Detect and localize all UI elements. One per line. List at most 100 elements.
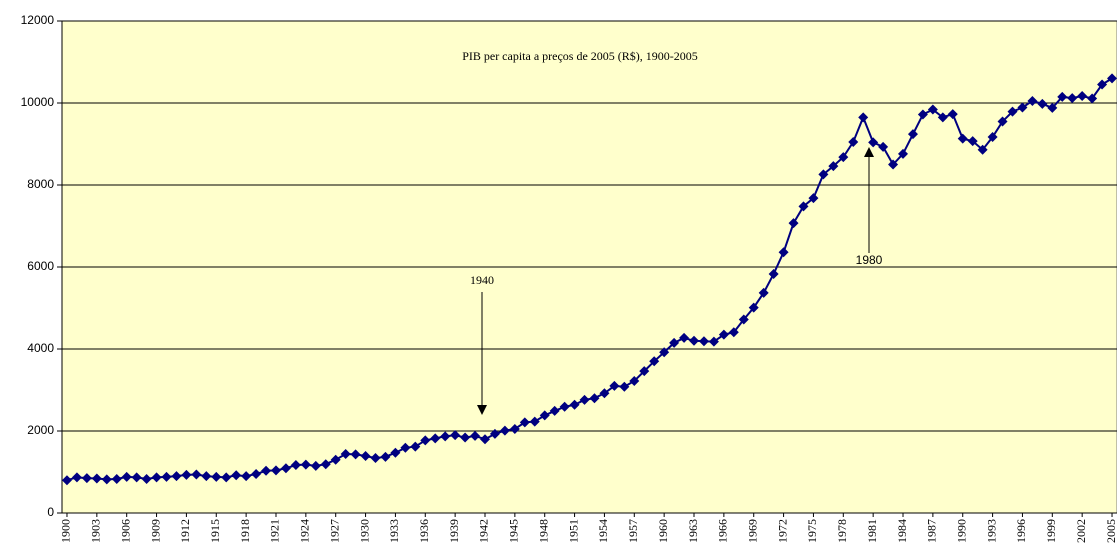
data-point	[599, 388, 610, 399]
x-tick-label: 1996	[1014, 519, 1028, 543]
x-tick-label: 1945	[507, 519, 521, 543]
data-point	[261, 465, 272, 476]
data-point	[878, 141, 889, 152]
x-tick-label: 1903	[89, 519, 103, 543]
data-point	[1007, 106, 1018, 117]
x-tick-label: 1906	[118, 519, 132, 543]
data-point	[927, 104, 938, 115]
data-point	[679, 332, 690, 343]
data-point	[111, 473, 122, 484]
data-point	[589, 393, 600, 404]
x-tick-label: 1978	[835, 519, 849, 543]
data-point	[330, 454, 341, 465]
data-point	[619, 381, 630, 392]
data-point	[201, 471, 212, 482]
data-point	[997, 116, 1008, 127]
data-point	[1057, 91, 1068, 102]
x-tick-label: 1954	[596, 519, 610, 543]
x-tick-label: 1963	[686, 519, 700, 543]
x-tick-label: 1960	[656, 519, 670, 543]
data-point	[1027, 95, 1038, 106]
data-point	[489, 428, 500, 439]
x-tick-label: 1927	[327, 519, 341, 543]
data-point	[907, 129, 918, 140]
data-point	[728, 327, 739, 338]
data-point	[549, 405, 560, 416]
y-tick-label: 0	[47, 505, 54, 519]
data-point	[529, 416, 540, 427]
data-point	[778, 247, 789, 258]
x-tick-label: 1993	[984, 519, 998, 543]
data-point	[161, 471, 172, 482]
data-point	[380, 451, 391, 462]
data-point	[708, 336, 719, 347]
data-point	[181, 469, 192, 480]
x-tick-label: 2002	[1074, 519, 1088, 543]
x-tick-label: 1912	[178, 519, 192, 543]
data-point	[499, 425, 510, 436]
y-tick-label: 8000	[27, 177, 54, 191]
data-point	[350, 449, 361, 460]
data-point	[898, 148, 909, 159]
x-tick-label: 1969	[745, 519, 759, 543]
data-point	[579, 394, 590, 405]
x-tick-label: 1951	[566, 519, 580, 543]
data-point	[1077, 91, 1088, 102]
data-point	[251, 469, 262, 480]
data-point	[340, 448, 351, 459]
data-point	[71, 472, 82, 483]
data-point	[818, 169, 829, 180]
x-tick-label: 1966	[716, 519, 730, 543]
data-point	[450, 430, 461, 441]
data-point	[609, 380, 620, 391]
data-point	[659, 347, 670, 358]
data-point	[151, 472, 162, 483]
data-point	[460, 432, 471, 443]
x-tick-label: 1939	[447, 519, 461, 543]
x-tick-label: 1930	[357, 519, 371, 543]
data-point	[141, 473, 152, 484]
data-point	[270, 465, 281, 476]
data-point	[131, 472, 142, 483]
data-point	[649, 356, 660, 367]
x-tick-label: 1975	[805, 519, 819, 543]
data-point	[519, 417, 530, 428]
data-point	[539, 410, 550, 421]
data-point	[310, 460, 321, 471]
data-point	[479, 434, 490, 445]
data-point	[848, 136, 859, 147]
data-point	[1067, 93, 1078, 104]
data-point	[838, 152, 849, 163]
data-point	[440, 431, 451, 442]
data-point	[957, 133, 968, 144]
data-point	[868, 137, 879, 148]
x-tick-label: 1972	[775, 519, 789, 543]
data-point	[689, 335, 700, 346]
x-tick-label: 1936	[417, 519, 431, 543]
x-tick-label: 2005	[1104, 519, 1117, 543]
annotation: 1940	[470, 273, 494, 287]
data-point	[1047, 102, 1058, 113]
data-point	[390, 447, 401, 458]
x-tick-label: 1948	[536, 519, 550, 543]
x-tick-label: 1999	[1044, 519, 1058, 543]
data-point	[738, 314, 749, 325]
data-point	[629, 375, 640, 386]
data-point	[718, 329, 729, 340]
data-point	[360, 451, 371, 462]
y-tick-label: 4000	[27, 341, 54, 355]
data-point	[101, 474, 112, 485]
data-point	[937, 112, 948, 123]
data-point	[241, 471, 252, 482]
data-point	[987, 132, 998, 143]
data-point	[788, 218, 799, 229]
data-point	[91, 473, 102, 484]
data-point	[1097, 79, 1108, 90]
data-point	[400, 442, 411, 453]
data-point	[639, 366, 650, 377]
data-point	[221, 472, 232, 483]
x-tick-label: 1987	[925, 519, 939, 543]
data-point	[280, 463, 291, 474]
x-tick-label: 1957	[626, 519, 640, 543]
